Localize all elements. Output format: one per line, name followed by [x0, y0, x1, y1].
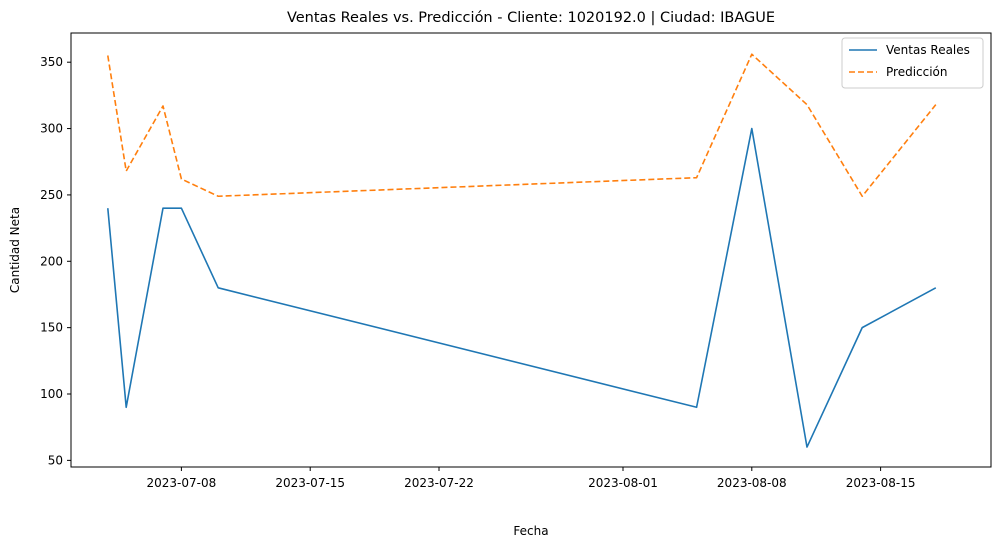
y-axis-title: Cantidad Neta [8, 207, 22, 293]
legend: Ventas Reales Predicción [841, 37, 984, 89]
chart-title: Ventas Reales vs. Predicción - Cliente: … [287, 10, 775, 26]
plot-area [70, 32, 992, 468]
x-tick-label: 2023-07-15 [275, 476, 345, 490]
y-tick-label: 200 [40, 254, 63, 268]
y-tick-label: 250 [40, 188, 63, 202]
y-tick-label: 50 [48, 453, 63, 467]
series-line-prediccion [107, 53, 937, 198]
x-tick-label: 2023-08-15 [846, 476, 916, 490]
x-tick-label: 2023-07-22 [404, 476, 474, 490]
series-lines [107, 53, 937, 448]
y-tick-label: 300 [40, 122, 63, 136]
legend-label-ventas-reales: Ventas Reales [886, 43, 970, 57]
y-axis: 50 100 150 200 250 300 350 [40, 55, 71, 467]
x-tick-label: 2023-08-01 [588, 476, 658, 490]
legend-box [841, 37, 984, 89]
x-axis: 2023-07-08 2023-07-15 2023-07-22 2023-08-01… [147, 467, 916, 490]
x-axis-title: Fecha [513, 524, 548, 538]
y-tick-label: 100 [40, 387, 63, 401]
x-tick-label: 2023-07-08 [147, 476, 217, 490]
legend-label-prediccion: Predicción [886, 65, 948, 79]
x-tick-label: 2023-08-08 [717, 476, 787, 490]
y-tick-label: 350 [40, 55, 63, 69]
series-line-ventas-reales [107, 127, 937, 448]
y-tick-label: 150 [40, 321, 63, 335]
